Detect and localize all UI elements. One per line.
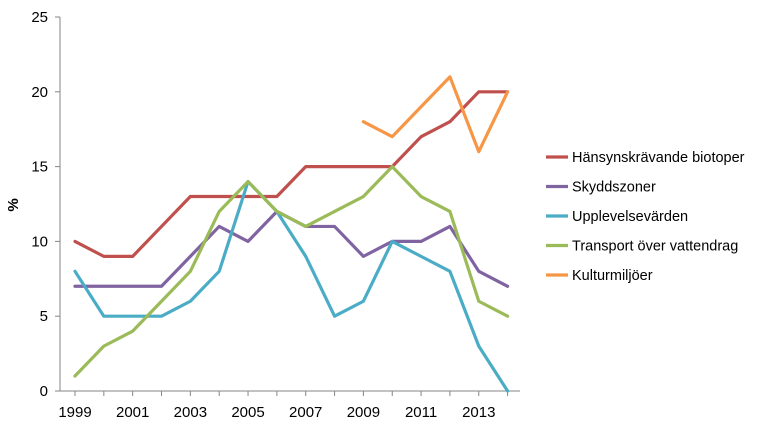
legend-label: Skyddszoner [572,180,656,196]
y-tick-label: 25 [31,9,48,26]
axes: 0 5 10 15 20 25 1999 2001 2003 2005 2007 2009 2011 20… [31,9,520,421]
series-line-4 [73,165,510,378]
legend-label: Kulturmiljöer [572,268,653,284]
x-tick-label: 2013 [462,404,495,421]
y-tick-label: 20 [31,84,48,101]
legend: Hänsynskrävande biotoper Skyddszoner Upple… [546,150,745,284]
y-axis-title: % [5,198,22,211]
x-tick-label: 2007 [289,404,322,421]
series-layer [73,75,510,393]
x-tick-label: 2001 [116,404,149,421]
y-tick-label: 15 [31,159,48,176]
y-tick-label: 0 [40,383,48,400]
x-tick-label: 2003 [174,404,207,421]
series-line-1 [73,90,510,258]
series-line-5 [361,75,510,154]
x-tick-label: 2011 [405,404,437,421]
legend-label: Transport över vattendrag [572,239,738,255]
y-tick-label: 5 [40,308,48,325]
x-tick-label: 2009 [347,404,380,421]
legend-label: Hänsynskrävande biotoper [572,150,745,166]
x-tick-label: 2005 [231,404,264,421]
y-tick-label: 10 [31,233,48,250]
x-tick-label: 1999 [58,404,91,421]
legend-label: Upplevelsevärden [572,209,688,225]
